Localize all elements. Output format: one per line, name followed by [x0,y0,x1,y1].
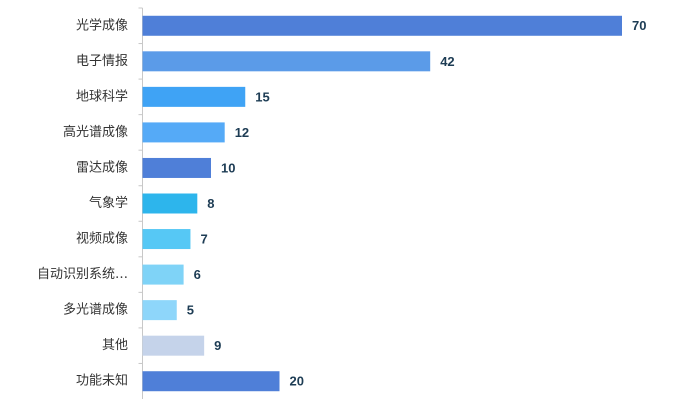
value-label: 8 [207,196,214,211]
y-tick-label: 其他 [102,338,128,353]
value-label: 70 [632,18,646,33]
bar [142,335,205,356]
value-label: 7 [200,231,207,246]
y-tick-label: 光学成像 [76,17,128,33]
value-label: 10 [221,160,235,175]
bar [142,15,622,36]
bar [142,264,184,285]
bar [142,122,225,143]
y-tick-label: 多光谱成像 [63,302,128,318]
y-tick-label: 雷达成像 [76,160,128,175]
value-label: 42 [440,54,454,69]
y-tick-label: 电子情报 [76,54,128,69]
y-tick-label: 地球科学 [76,88,128,104]
y-tick-label: 气象学 [89,195,128,211]
value-label: 15 [255,89,269,104]
bar [142,229,191,250]
y-tick-label: 功能未知 [76,373,128,389]
bar [142,51,431,72]
value-label: 20 [290,374,304,389]
value-label: 6 [194,267,201,282]
bar [142,300,177,321]
value-label: 5 [187,303,194,318]
value-label: 12 [235,125,249,140]
bar [142,157,211,178]
value-label: 9 [214,338,221,353]
y-tick-label: 高光谱成像 [63,124,128,140]
bar [142,193,198,214]
y-tick-label: 自动识别系统… [37,267,128,282]
y-tick-label: 视频成像 [76,232,128,247]
bar [142,371,280,392]
bar [142,86,246,107]
